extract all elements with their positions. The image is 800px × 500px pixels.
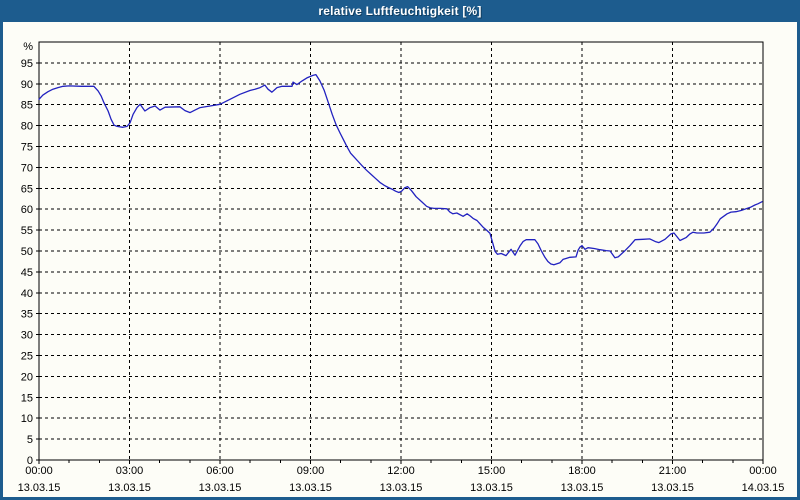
x-tick-date-label: 14.03.15 (742, 482, 785, 494)
y-tick-label: 0 (27, 455, 33, 467)
x-tick-time-label: 03:00 (116, 465, 144, 477)
y-tick-label: 75 (21, 142, 33, 154)
humidity-series-line (38, 73, 763, 266)
y-tick-label: 20 (21, 371, 33, 383)
y-tick-label: 70 (21, 162, 33, 174)
y-tick-label: 15 (21, 392, 33, 404)
y-tick-label: 40 (21, 288, 33, 300)
x-tick-time-label: 09:00 (297, 465, 325, 477)
x-tick-time-label: 21:00 (659, 465, 687, 477)
x-tick-date-label: 13.03.15 (380, 482, 423, 494)
y-tick-label: 30 (21, 330, 33, 342)
y-tick-label: 60 (21, 204, 33, 216)
x-tick-date-label: 13.03.15 (18, 482, 61, 494)
y-tick-label: 85 (21, 100, 33, 112)
x-tick-date-label: 13.03.15 (651, 482, 694, 494)
x-tick-time-label: 18:00 (568, 465, 596, 477)
x-tick-time-label: 00:00 (749, 465, 777, 477)
window-title: relative Luftfeuchtigkeit [%] (318, 4, 482, 18)
y-tick-label: 50 (21, 246, 33, 258)
x-tick-time-label: 12:00 (387, 465, 415, 477)
humidity-line-chart: 0 5 10 15 20 25 30 35 40 45 50 55 60 65 70 75 80 85 90 95% 0… (18, 41, 785, 494)
y-tick-label: 95 (21, 58, 33, 70)
y-tick-label: 90 (21, 79, 33, 91)
chart-area: 0 5 10 15 20 25 30 35 40 45 50 55 60 65 70 75 80 85 90 95% 0… (3, 22, 797, 497)
y-axis-unit-label: % (23, 41, 33, 53)
x-tick-date-label: 13.03.15 (289, 482, 332, 494)
x-tick-time-label: 06:00 (206, 465, 234, 477)
title-bar: relative Luftfeuchtigkeit [%] (0, 0, 800, 22)
y-tick-label: 10 (21, 413, 33, 425)
y-tick-label: 5 (27, 434, 33, 446)
x-tick-time-label: 00:00 (25, 465, 53, 477)
x-tick-date-label: 13.03.15 (108, 482, 151, 494)
y-tick-label: 80 (21, 121, 33, 133)
x-tick-time-label: 15:00 (478, 465, 506, 477)
y-tick-label: 55 (21, 225, 33, 237)
y-tick-label: 25 (21, 351, 33, 363)
y-tick-label: 35 (21, 309, 33, 321)
x-tick-date-label: 13.03.15 (470, 482, 513, 494)
x-tick-date-label: 13.03.15 (561, 482, 604, 494)
y-tick-label: 65 (21, 183, 33, 195)
y-tick-label: 45 (21, 267, 33, 279)
x-tick-date-label: 13.03.15 (199, 482, 242, 494)
